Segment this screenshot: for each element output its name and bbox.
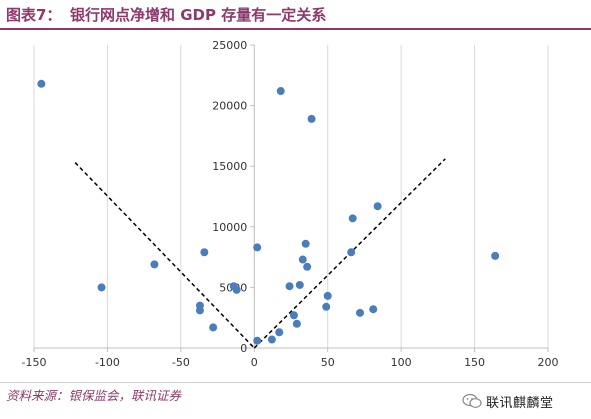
data-point [253, 336, 262, 345]
data-point [97, 283, 106, 292]
x-tick-label: -50 [172, 356, 190, 369]
data-point [298, 255, 307, 264]
y-tick-label: 15000 [212, 160, 247, 173]
data-point [356, 308, 365, 317]
x-tick-label: 0 [251, 356, 258, 369]
figure-title: 银行网点净增和 GDP 存量有一定关系 [70, 6, 327, 24]
y-tick-label: 25000 [212, 39, 247, 52]
data-source: 资料来源：银保监会，联讯证券 [6, 388, 182, 403]
data-point [292, 319, 301, 328]
y-tick-label: 20000 [212, 100, 247, 113]
data-point [276, 87, 285, 96]
data-point [307, 114, 316, 123]
data-point [491, 251, 500, 260]
figure-label: 图表7： [6, 6, 62, 24]
x-tick-label: 50 [321, 356, 335, 369]
data-point [322, 302, 331, 311]
wechat-icon [462, 393, 482, 408]
data-point [369, 305, 378, 314]
x-tick-label: 100 [391, 356, 412, 369]
data-point [347, 248, 356, 257]
data-point [209, 323, 218, 332]
figure-header: 图表7： 银行网点净增和 GDP 存量有一定关系 [0, 0, 591, 30]
data-point [200, 248, 209, 257]
data-point [323, 291, 332, 300]
y-tick-label: 0 [240, 342, 247, 355]
data-point [285, 282, 294, 291]
y-tick-label: 10000 [212, 221, 247, 234]
figure-footer: 资料来源：银保监会，联讯证券 联讯麒麟堂 [0, 382, 591, 419]
data-point [373, 202, 382, 211]
data-point [275, 328, 284, 337]
data-point [303, 262, 312, 271]
scatter-chart: -150-100-5005010015020005000100001500020… [22, 39, 559, 369]
x-tick-label: -100 [95, 356, 120, 369]
brand-name: 联讯麒麟堂 [486, 395, 554, 411]
data-point [267, 335, 276, 344]
data-point [195, 306, 204, 315]
data-point [295, 280, 304, 289]
data-point [301, 239, 310, 248]
x-tick-label: 200 [538, 356, 559, 369]
data-point [37, 79, 46, 88]
brand-mark: 联讯麒麟堂 [462, 387, 554, 415]
x-tick-label: -150 [22, 356, 47, 369]
data-point [289, 311, 298, 320]
data-point [232, 285, 241, 294]
data-point [253, 243, 262, 252]
trend-line-left [74, 162, 255, 349]
data-point [348, 214, 357, 223]
x-tick-label: 150 [464, 356, 485, 369]
data-point [150, 260, 159, 269]
